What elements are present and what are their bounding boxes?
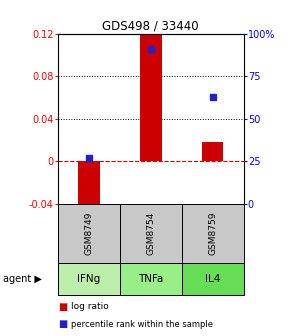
Bar — [182, 204, 244, 263]
Bar — [202, 142, 224, 162]
Text: GSM8749: GSM8749 — [84, 212, 93, 255]
Text: agent ▶: agent ▶ — [3, 274, 42, 284]
Bar — [58, 204, 120, 263]
Text: GSM8754: GSM8754 — [146, 212, 155, 255]
Text: ■: ■ — [58, 302, 67, 312]
Bar — [78, 162, 100, 209]
Bar — [120, 204, 182, 263]
Text: GSM8759: GSM8759 — [208, 212, 217, 255]
Bar — [140, 32, 162, 162]
Text: IFNg: IFNg — [77, 274, 101, 284]
Text: log ratio: log ratio — [71, 302, 109, 311]
Bar — [182, 263, 244, 295]
Text: IL4: IL4 — [205, 274, 220, 284]
Text: TNFa: TNFa — [138, 274, 164, 284]
Text: ■: ■ — [58, 319, 67, 329]
Text: percentile rank within the sample: percentile rank within the sample — [71, 320, 213, 329]
Title: GDS498 / 33440: GDS498 / 33440 — [102, 19, 199, 33]
Bar — [58, 263, 120, 295]
Bar — [120, 263, 182, 295]
